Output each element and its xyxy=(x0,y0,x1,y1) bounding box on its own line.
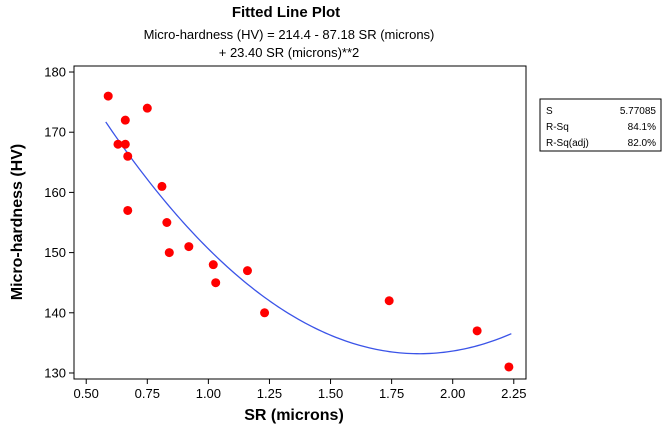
data-point xyxy=(157,181,167,191)
x-tick-label: 1.00 xyxy=(196,386,221,401)
stat-value-s: 5.77085 xyxy=(620,106,657,117)
data-point xyxy=(184,242,194,252)
data-point xyxy=(242,266,252,276)
data-point xyxy=(142,103,152,113)
model-summary-table: S 5.77085 R-Sq 84.1% R-Sq(adj) 82.0% xyxy=(539,98,662,152)
stat-value-r-sq-adj: 82.0% xyxy=(628,138,656,149)
x-axis: 0.50 0.75 1.00 1.25 1.50 1.75 2.00 2.25 xyxy=(74,379,526,401)
data-point xyxy=(260,308,270,318)
stat-label-s: S xyxy=(546,106,553,117)
x-tick-label: 0.50 xyxy=(74,386,99,401)
x-tick-label: 1.75 xyxy=(379,386,404,401)
data-point xyxy=(472,326,482,336)
x-tick-label: 0.75 xyxy=(135,386,160,401)
data-point xyxy=(113,139,123,149)
y-tick-label: 140 xyxy=(44,305,66,320)
data-point xyxy=(123,151,133,161)
data-point xyxy=(123,205,133,215)
stat-label-r-sq-adj: R-Sq(adj) xyxy=(546,138,589,149)
fitted-regression-line xyxy=(105,121,512,355)
y-tick-label: 180 xyxy=(44,65,66,80)
data-point xyxy=(120,115,130,125)
regression-equation-line-1: Micro-hardness (HV) = 214.4 - 87.18 SR (… xyxy=(144,27,435,42)
data-point xyxy=(504,362,514,372)
model-summary-border xyxy=(539,98,662,152)
data-point xyxy=(211,278,221,288)
y-axis: 130 140 150 160 170 180 xyxy=(44,65,74,380)
data-point xyxy=(384,296,394,306)
y-tick-label: 160 xyxy=(44,185,66,200)
data-point xyxy=(103,91,113,101)
y-tick-label: 170 xyxy=(44,125,66,140)
y-tick-label: 130 xyxy=(44,365,66,380)
regression-equation-line-2: + 23.40 SR (microns)**2 xyxy=(219,45,360,60)
stat-label-r-sq: R-Sq xyxy=(546,122,569,133)
x-tick-label: 2.25 xyxy=(501,386,526,401)
x-tick-label: 1.50 xyxy=(318,386,343,401)
chart-title: Fitted Line Plot xyxy=(232,4,340,21)
plot-area-frame xyxy=(73,65,527,380)
data-point xyxy=(120,139,130,149)
x-axis-title: SR (microns) xyxy=(244,407,344,424)
stat-value-r-sq: 84.1% xyxy=(628,122,656,133)
data-points xyxy=(103,91,514,372)
data-point xyxy=(208,260,218,270)
data-point xyxy=(162,218,172,227)
data-point xyxy=(164,248,174,258)
y-tick-label: 150 xyxy=(44,245,66,260)
x-tick-label: 1.25 xyxy=(257,386,282,401)
y-axis-title: Micro-hardness (HV) xyxy=(9,144,26,300)
x-tick-label: 2.00 xyxy=(440,386,465,401)
